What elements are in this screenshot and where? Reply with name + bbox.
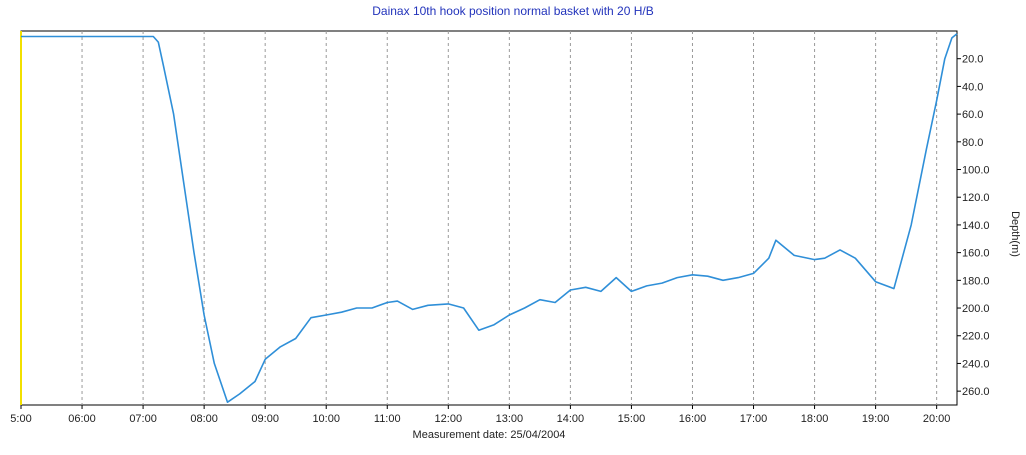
y-tick-label: 80.0 xyxy=(962,137,983,149)
x-tick-label: 19:00 xyxy=(862,413,890,425)
x-tick-label: 20:00 xyxy=(923,413,951,425)
y-tick-label: 140.0 xyxy=(962,220,990,232)
x-tick-label: 15:00 xyxy=(618,413,646,425)
y-axis-title: Depth(m) xyxy=(1009,211,1021,257)
y-tick-label: 160.0 xyxy=(962,248,990,260)
x-tick-label: 08:00 xyxy=(190,413,218,425)
plot-frame xyxy=(20,30,958,406)
y-tick-label: 40.0 xyxy=(962,81,983,93)
x-tick-label: 12:00 xyxy=(435,413,463,425)
x-tick-label: 07:00 xyxy=(129,413,157,425)
y-tick-label: 220.0 xyxy=(962,331,990,343)
y-tick-label: 260.0 xyxy=(962,386,990,398)
x-tick-label: 18:00 xyxy=(801,413,829,425)
y-tick-label: 100.0 xyxy=(962,165,990,177)
x-tick-label: 06:00 xyxy=(68,413,96,425)
y-tick-label: 180.0 xyxy=(962,275,990,287)
chart-title: Dainax 10th hook position normal basket … xyxy=(372,4,654,18)
y-tick-label: 60.0 xyxy=(962,109,983,121)
x-tick-label: 5:00 xyxy=(10,413,31,425)
x-tick-label: 14:00 xyxy=(557,413,585,425)
y-tick-label: 200.0 xyxy=(962,303,990,315)
x-axis-title: Measurement date: 25/04/2004 xyxy=(413,429,566,441)
x-tick-label: 09:00 xyxy=(251,413,279,425)
x-tick-label: 16:00 xyxy=(679,413,707,425)
y-tick-label: 20.0 xyxy=(962,54,983,66)
x-tick-label: 17:00 xyxy=(740,413,768,425)
x-tick-label: 13:00 xyxy=(496,413,524,425)
y-tick-label: 120.0 xyxy=(962,192,990,204)
x-tick-label: 10:00 xyxy=(312,413,340,425)
depth-series-line xyxy=(21,33,958,404)
x-tick-label: 11:00 xyxy=(374,413,401,425)
y-tick-label: 240.0 xyxy=(962,358,990,370)
